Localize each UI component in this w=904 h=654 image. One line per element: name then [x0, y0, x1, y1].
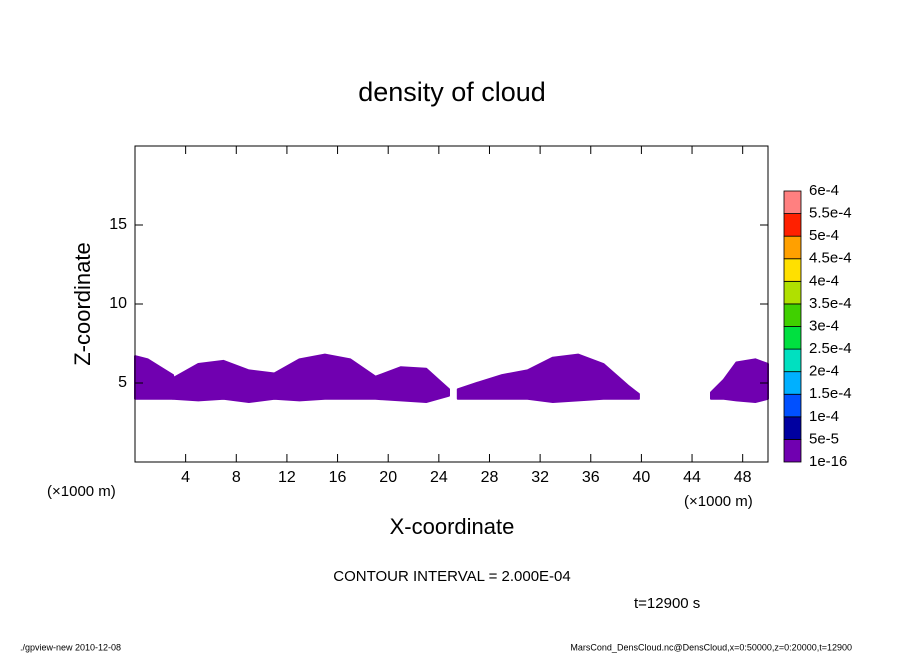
cloud-region	[172, 353, 450, 403]
x-tick-label: 20	[379, 469, 397, 486]
footer-right: MarsCond_DensCloud.nc@DensCloud,x=0:5000…	[570, 642, 852, 652]
x-tick-label: 28	[481, 469, 499, 486]
cloud-region	[456, 353, 640, 403]
x-tick-label: 4	[181, 469, 190, 486]
colorbar-segment	[783, 416, 802, 440]
colorbar-label: 3e-4	[809, 317, 839, 334]
colorbar-segment	[783, 371, 802, 395]
colorbar-label: 4e-4	[809, 272, 839, 289]
colorbar-segment	[783, 303, 802, 327]
colorbar-label: 1.5e-4	[809, 385, 852, 402]
colorbar-segment	[783, 213, 802, 237]
x-unit-label: (×1000 m)	[47, 483, 116, 500]
colorbar-label: 6e-4	[809, 182, 839, 199]
chart-title: density of cloud	[358, 77, 546, 107]
colorbar-label: 5e-4	[809, 227, 839, 244]
colorbar-segment	[783, 280, 802, 305]
contour-interval: CONTOUR INTERVAL = 2.000E-04	[333, 568, 570, 585]
y-tick-label: 10	[109, 295, 127, 312]
x-tick-label: 48	[734, 469, 752, 486]
x-tick-label: 36	[582, 469, 600, 486]
x-tick-label: 32	[531, 469, 549, 486]
x-axis-label: X-coordinate	[390, 514, 515, 539]
colorbar-label: 1e-4	[809, 408, 839, 425]
colorbar-segment	[783, 348, 802, 373]
colorbar-label: 5.5e-4	[809, 205, 852, 222]
x-tick-label: 12	[278, 469, 296, 486]
colorbar-label: 2e-4	[809, 363, 839, 380]
x-tick-label: 16	[329, 469, 347, 486]
time-label: t=12900 s	[634, 595, 700, 612]
y-tick-label: 5	[118, 374, 127, 391]
colorbar-label: 5e-5	[809, 430, 839, 447]
colorbar-segment	[783, 235, 802, 260]
colorbar-label: 4.5e-4	[809, 250, 852, 267]
x-tick-label: 40	[633, 469, 651, 486]
colorbar-segment	[783, 326, 802, 350]
x-tick-label: 24	[430, 469, 448, 486]
colorbar-segment	[783, 439, 802, 463]
colorbar-segment	[783, 190, 802, 214]
x-tick-label: 8	[232, 469, 241, 486]
x-unit-label: (×1000 m)	[684, 493, 753, 510]
colorbar-segment	[783, 393, 802, 418]
y-tick-label: 15	[109, 216, 127, 233]
colorbar-label: 1e-16	[809, 453, 847, 470]
y-axis-label: Z-coordinate	[70, 242, 95, 366]
footer-left: ./gpview-new 2010-12-08	[20, 642, 121, 652]
colorbar-label: 3.5e-4	[809, 295, 852, 312]
x-tick-label: 44	[683, 469, 701, 486]
colorbar-label: 2.5e-4	[809, 340, 852, 357]
colorbar-segment	[783, 258, 802, 282]
